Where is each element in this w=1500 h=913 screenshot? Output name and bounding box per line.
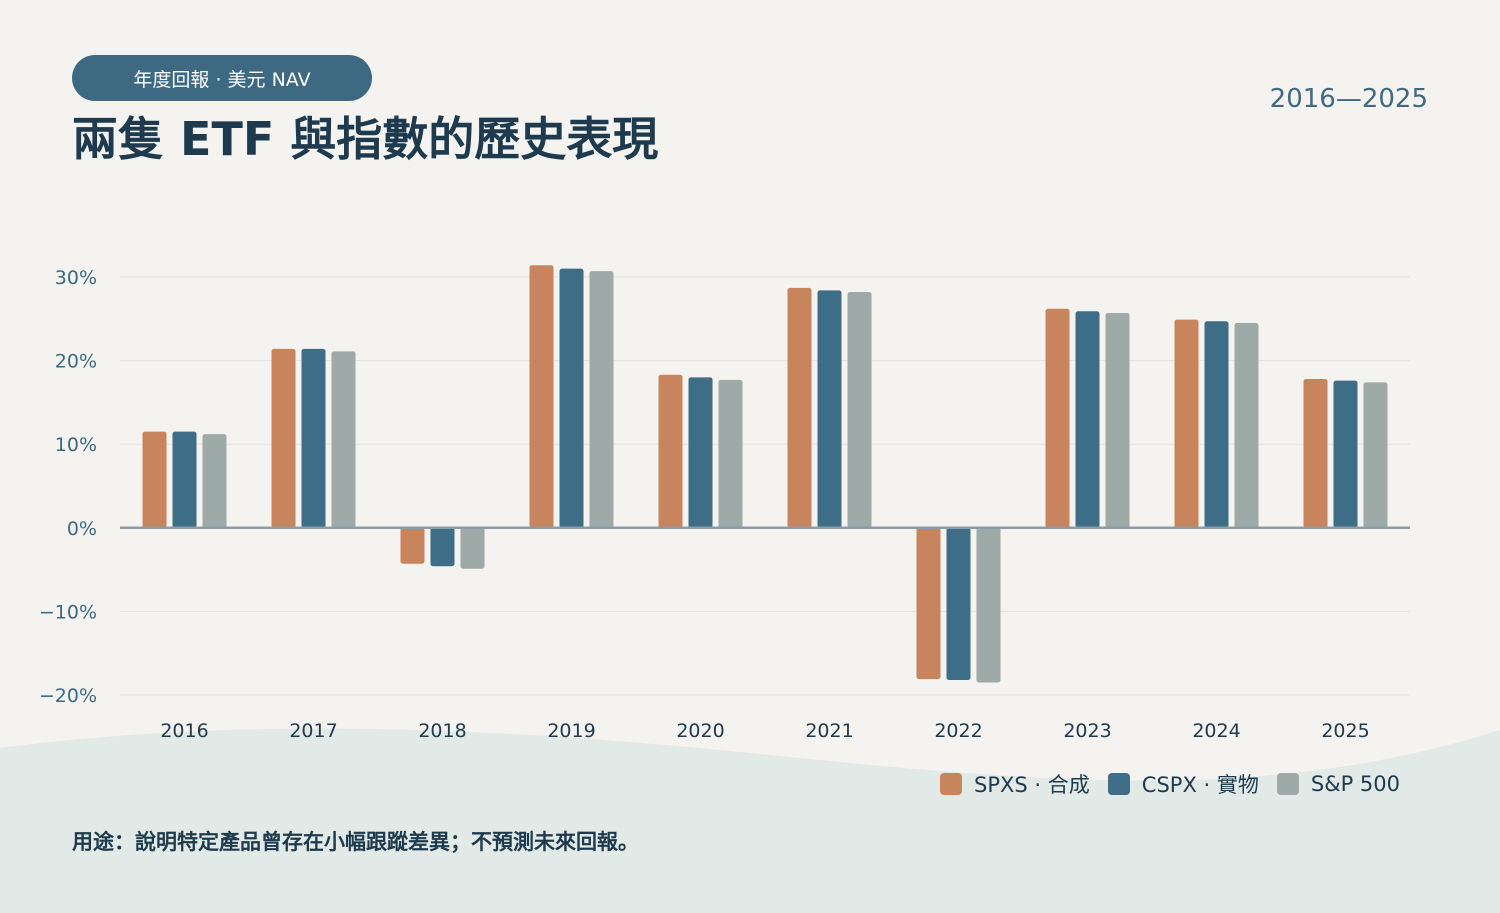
bar-2016-series-2 [202, 434, 227, 528]
category-pill-label: 年度回報 · 美元 NAV [133, 68, 311, 91]
chart-title: 兩隻 ETF 與指數的歷史表現 [72, 112, 659, 166]
bar-2016-series-1 [172, 431, 197, 528]
bar-2018-series-0 [400, 527, 425, 564]
bar-2023-series-2 [1105, 312, 1130, 528]
x-tick-label: 2021 [805, 720, 853, 742]
bar-2025-series-1 [1333, 380, 1358, 528]
bar-2025-series-2 [1363, 382, 1388, 528]
x-tick-label: 2025 [1321, 720, 1369, 742]
bar-2020-series-0 [658, 374, 683, 528]
legend-item-sp500: S&P 500 [1276, 772, 1400, 796]
bar-2017-series-0 [271, 348, 296, 528]
bar-2022-series-2 [976, 527, 1001, 683]
bar-2024-series-2 [1234, 322, 1259, 528]
bar-2024-series-0 [1174, 319, 1199, 528]
bar-2023-series-0 [1045, 308, 1070, 528]
x-tick-label: 2016 [160, 720, 208, 742]
y-tick-label: 10% [55, 434, 97, 456]
x-tick-label: 2017 [289, 720, 337, 742]
axis-layer: 30% 20% 10% 0% −10% −20% 2016 2017 2018 2019 2020 2… [39, 267, 1410, 742]
bar-2016-series-0 [142, 431, 167, 528]
bar-2019-series-1 [559, 268, 584, 528]
legend-swatch-sp500 [1276, 773, 1299, 795]
bar-2022-series-1 [946, 527, 971, 680]
y-tick-label: −20% [39, 685, 97, 707]
bar-2020-series-2 [718, 379, 743, 528]
bar-2017-series-2 [331, 351, 356, 528]
legend-label-cspx: CSPX · 實物 [1141, 773, 1259, 797]
x-tick-label: 2019 [547, 720, 595, 742]
y-tick-label: −10% [39, 601, 97, 623]
bar-2019-series-0 [529, 265, 554, 528]
x-tick-label: 2023 [1063, 720, 1111, 742]
bars-layer [142, 265, 1388, 683]
legend: SPXS · 合成 CSPX · 實物 S&P 500 [940, 768, 1400, 800]
y-tick-label: 30% [55, 267, 97, 289]
year-range: 2016—2025 [1269, 84, 1428, 114]
legend-item-cspx: CSPX · 實物 [1107, 769, 1259, 799]
category-pill: 年度回報 · 美元 NAV [72, 55, 372, 101]
legend-label-spxs: SPXS · 合成 [974, 773, 1090, 797]
x-tick-label: 2020 [676, 720, 724, 742]
legend-label-sp500: S&P 500 [1310, 772, 1400, 796]
legend-swatch-cspx [1107, 773, 1130, 795]
bar-2024-series-1 [1204, 321, 1229, 528]
x-tick-label: 2018 [418, 720, 466, 742]
bar-2018-series-2 [460, 527, 485, 569]
x-tick-label: 2024 [1192, 720, 1240, 742]
footnote: 用途：說明特定產品曾存在小幅跟蹤差異；不預測未來回報。 [72, 830, 639, 854]
bar-2018-series-1 [430, 527, 455, 567]
bar-2019-series-2 [589, 271, 614, 528]
bar-2022-series-0 [916, 527, 941, 680]
bar-2017-series-1 [301, 348, 326, 528]
legend-item-spxs: SPXS · 合成 [940, 769, 1090, 799]
bar-2025-series-0 [1303, 378, 1328, 528]
bar-2021-series-0 [787, 287, 812, 528]
bar-2023-series-1 [1075, 311, 1100, 528]
bar-2021-series-1 [817, 290, 842, 528]
y-tick-label: 0% [67, 518, 97, 540]
x-tick-label: 2022 [934, 720, 982, 742]
bar-2020-series-1 [688, 377, 713, 528]
legend-swatch-spxs [940, 773, 963, 795]
bar-2021-series-2 [847, 292, 872, 528]
y-tick-label: 20% [55, 351, 97, 373]
